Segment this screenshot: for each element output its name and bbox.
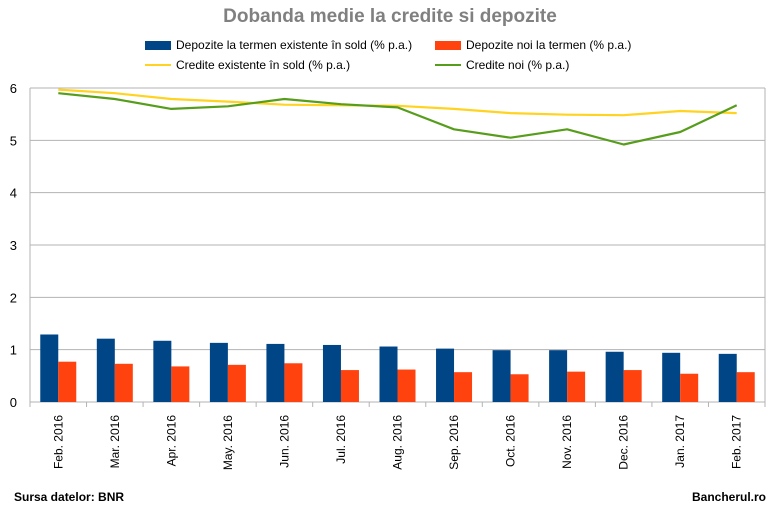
legend-item-depozite-existente: Depozite la termen existente în sold (% … (145, 38, 412, 52)
bar-series-1-9 (567, 371, 586, 402)
legend-label-depozite-noi: Depozite noi la termen (% p.a.) (466, 38, 632, 52)
line-series-3 (58, 92, 738, 146)
line-series-2 (58, 88, 737, 117)
y-tick-label: 2 (10, 290, 17, 305)
legend-swatch-credite-noi (435, 64, 461, 66)
bar-series-1-1 (114, 363, 133, 402)
x-tick-label: Nov. 2016 (560, 415, 574, 469)
bar-series-0-4 (266, 343, 285, 402)
source-note: Sursa datelor: BNR (14, 490, 125, 504)
bar-series-1-0 (58, 361, 77, 402)
bar-series-1-7 (454, 372, 473, 402)
bar-series-1-2 (171, 366, 190, 402)
bar-series-0-11 (662, 352, 681, 402)
legend-item-credite-existente: Credite existente în sold (% p.a.) (145, 58, 350, 72)
y-tick-label: 3 (10, 238, 17, 253)
bar-series-1-12 (736, 372, 755, 402)
bar-series-1-8 (510, 374, 529, 402)
x-tick-label: Feb. 2017 (730, 415, 744, 469)
bar-series-0-6 (379, 346, 398, 402)
legend-item-credite-noi: Credite noi (% p.a.) (435, 58, 569, 72)
y-tick-label: 5 (10, 133, 17, 148)
legend-swatch-depozite-existente (145, 40, 171, 50)
bar-series-1-6 (397, 369, 416, 402)
x-tick-label: Apr. 2016 (164, 415, 178, 467)
bar-series-1-5 (340, 370, 359, 402)
bar-series-0-8 (492, 350, 511, 402)
brand-label: Bancherul.ro (691, 490, 766, 504)
legend-swatch-credite-existente (145, 64, 171, 66)
bar-series-0-12 (718, 353, 737, 402)
bar-series-0-5 (322, 344, 341, 402)
legend-item-depozite-noi: Depozite noi la termen (% p.a.) (435, 38, 631, 52)
legend-label-credite-noi: Credite noi (% p.a.) (466, 58, 570, 72)
bar-series-1-11 (680, 373, 699, 402)
bar-series-0-0 (40, 334, 59, 402)
x-tick-label: Jan. 2017 (673, 415, 687, 468)
legend-label-credite-existente: Credite existente în sold (% p.a.) (176, 58, 351, 72)
bar-series-1-4 (284, 363, 303, 402)
bar-series-1-10 (623, 370, 642, 402)
bar-series-0-1 (96, 338, 115, 402)
y-tick-label: 4 (10, 186, 17, 201)
bar-series-1-3 (227, 364, 246, 402)
x-tick-label: Jun. 2016 (277, 415, 291, 468)
bar-series-0-7 (436, 348, 455, 402)
chart-title: Dobanda medie la credite si depozite (223, 6, 557, 27)
bar-series-0-2 (153, 340, 172, 402)
y-tick-label: 1 (10, 343, 17, 358)
bar-series-0-3 (209, 342, 228, 402)
x-tick-label: Oct. 2016 (504, 415, 518, 467)
x-tick-label: Dec. 2016 (617, 415, 631, 470)
y-tick-label: 6 (10, 81, 17, 96)
x-tick-label: Mar. 2016 (108, 415, 122, 469)
y-tick-label: 0 (10, 395, 17, 410)
x-tick-label: Jul. 2016 (334, 415, 348, 464)
x-tick-label: Aug. 2016 (391, 415, 405, 470)
legend-label-depozite-existente: Depozite la termen existente în sold (% … (176, 38, 413, 52)
x-tick-label: Feb. 2016 (51, 415, 65, 469)
x-tick-label: May. 2016 (221, 415, 235, 470)
x-tick-label: Sep. 2016 (447, 415, 461, 470)
bar-series-0-10 (605, 351, 624, 402)
bar-series-0-9 (549, 350, 568, 402)
legend-swatch-depozite-noi (435, 40, 461, 50)
